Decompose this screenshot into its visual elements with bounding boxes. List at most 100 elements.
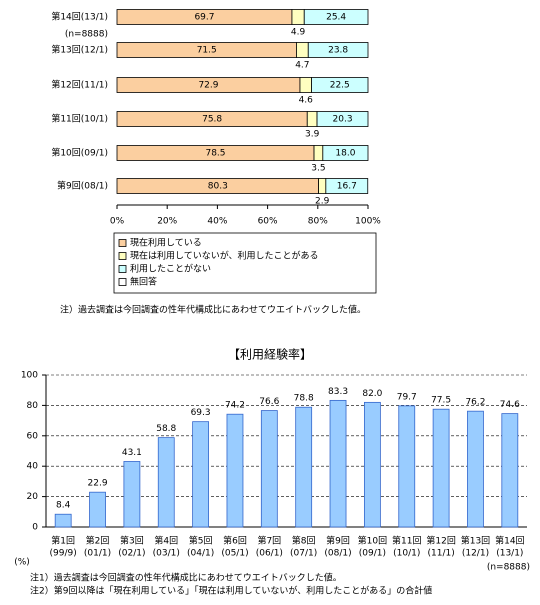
x-tick-label: (02/1) [118,549,145,559]
x-tick-label: 第8回 [292,535,316,547]
x-tick-label: (04/1) [187,549,214,559]
legend-label: 利用したことがない [130,263,211,275]
data-label: 4.9 [291,28,306,38]
y-tick-label: 80 [27,401,39,411]
data-label: 23.8 [328,46,348,56]
x-tick-label: (12/1) [462,549,489,559]
bar [432,408,450,528]
bar-segment [318,178,327,194]
x-tick-label: 第14回 [495,535,524,547]
data-label: 25.4 [326,13,346,23]
y-tick-label: 20 [27,492,39,502]
x-tick-label: 第11回 [392,535,421,547]
bar [157,437,175,528]
sample-label: (n=8888) [65,30,108,40]
data-label: 72.9 [198,81,218,91]
bar [329,399,347,528]
note: 注1）過去調査は今回調査の性年代構成比にあわせてウエイトバックした値。 [30,572,342,584]
bar-segment [313,145,324,161]
bar-segment [291,9,305,25]
x-tick-label: 第10回 [358,535,387,547]
category-label: 第9回(08/1) [57,180,108,192]
y-tick-label: 60 [27,431,39,441]
data-label: 2.9 [315,197,330,207]
x-tick-label: 第5回 [189,535,213,547]
x-tick-label: (05/1) [221,549,248,559]
category-label: 第14回(13/1) [51,11,108,23]
data-label: 82.0 [362,389,382,399]
bar-segment [311,77,369,93]
data-label: 18.0 [335,149,355,159]
data-label: 74.2 [225,401,245,411]
x-tick-label: (07/1) [290,549,317,559]
data-label: 43.1 [122,448,142,458]
data-label: 80.3 [208,182,228,192]
legend-label: 現在利用している [130,237,202,249]
category-label: 第12回(11/1) [51,79,108,91]
bar-segment [303,9,369,25]
data-label: 8.4 [56,501,71,511]
legend-label: 現在は利用していないが、利用したことがある [130,250,319,262]
bar [226,413,244,528]
category-label: 第11回(10/1) [51,113,108,125]
bar-segment [322,145,369,161]
y-tick-label: 40 [27,462,39,472]
bar [260,410,278,528]
bar [89,491,106,528]
x-tick-label: 60% [258,217,278,227]
bar-segment [299,77,312,93]
data-label: 16.7 [337,182,357,192]
bar [501,413,519,528]
data-label: 3.5 [311,164,325,174]
data-label: 4.6 [299,96,314,106]
x-tick-label: 第9回 [326,535,350,547]
bar [363,401,381,528]
data-label: 71.5 [197,46,217,56]
legend-label: 無回答 [130,276,157,288]
x-tick-label: (03/1) [153,549,180,559]
data-label: 76.6 [259,397,279,407]
bar-segment [316,111,369,127]
sample-label: (n=8888) [487,563,530,573]
bar [295,406,313,528]
x-tick-label: (06/1) [256,549,283,559]
x-tick-label: 第1回 [51,535,75,547]
bar [123,461,141,528]
bar [467,410,484,528]
legend-swatch [118,265,127,273]
category-label: 第10回(09/1) [51,147,108,159]
x-tick-label: 第7回 [257,535,281,547]
data-label: 74.6 [500,400,520,410]
x-tick-label: 40% [207,217,227,227]
bar-segment [296,42,309,58]
x-tick-label: (99/9) [50,549,77,559]
legend-swatch [118,278,127,286]
data-label: 69.3 [191,408,211,418]
bar-segment [325,178,369,194]
x-tick-label: 20% [157,217,177,227]
data-label: 58.8 [156,424,176,434]
x-tick-label: 100% [355,217,381,227]
y-tick-label: 100 [21,371,38,381]
category-label: 第13回(12/1) [51,44,108,56]
x-tick-label: (10/1) [393,549,420,559]
legend-swatch [118,239,127,247]
chart-title: 【利用経験率】 [228,347,312,362]
x-tick-label: 第13回 [461,535,490,547]
data-label: 20.3 [333,115,353,125]
data-label: 77.5 [431,396,451,406]
x-tick-label: (11/1) [427,549,454,559]
data-label: 79.7 [397,392,417,402]
data-label: 69.7 [194,13,214,23]
x-tick-label: (01/1) [84,549,111,559]
note: 注）過去調査は今回調査の性年代構成比にあわせてウエイトバックした値。 [60,304,366,316]
x-tick-label: 第12回 [426,535,455,547]
data-label: 22.5 [330,81,350,91]
note: 注2）第9回以降は「現在利用している」「現在は利用していないが、利用したことがあ… [30,585,432,597]
x-tick-label: 第2回 [86,535,110,547]
x-tick-label: 第4回 [154,535,178,547]
bar [398,405,416,528]
bar-segment [307,42,369,58]
x-tick-label: 第3回 [120,535,144,547]
data-label: 83.3 [328,387,348,397]
